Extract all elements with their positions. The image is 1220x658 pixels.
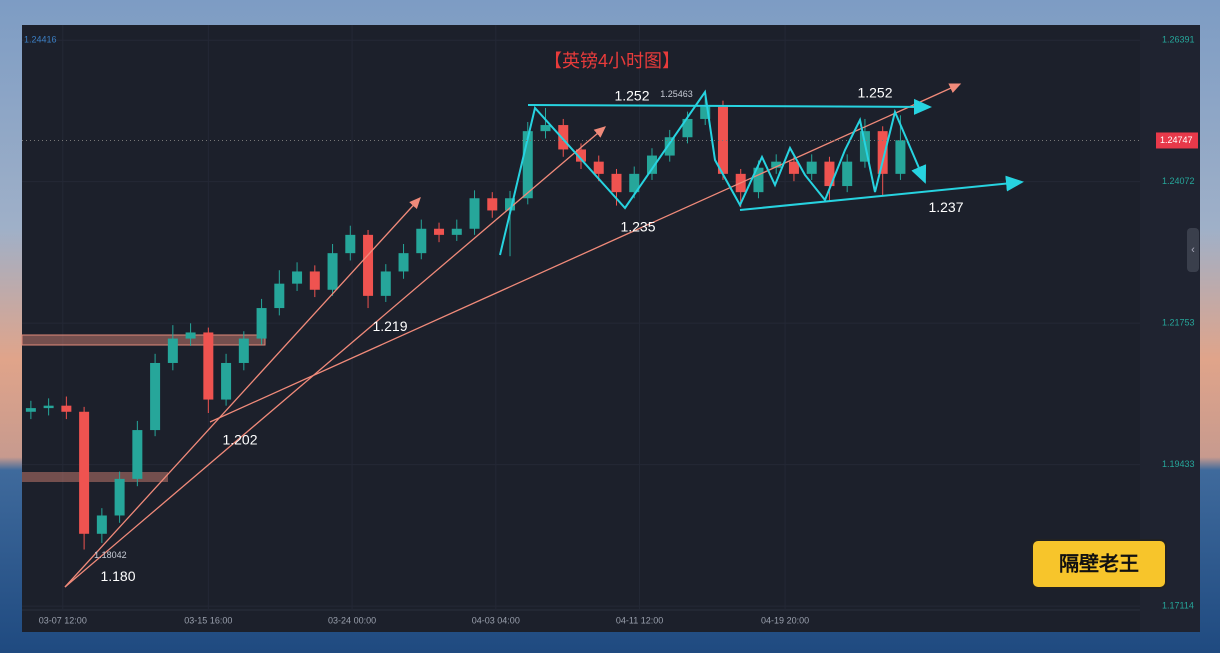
wave-path <box>499 89 927 256</box>
last-price-label: 1.24747 <box>1160 135 1193 145</box>
trend-line <box>64 197 421 588</box>
x-tick-label: 04-19 20:00 <box>761 615 809 625</box>
candle-body <box>238 338 249 363</box>
candle-body <box>842 161 853 187</box>
candle-body <box>345 234 356 254</box>
candle-body <box>593 161 604 174</box>
side-handle[interactable] <box>1187 228 1199 272</box>
y-tick-label: 1.17114 <box>1162 601 1194 611</box>
candle-body <box>398 253 409 272</box>
candle-body <box>203 332 214 400</box>
candle-body <box>114 478 125 516</box>
candle-body <box>700 106 711 119</box>
x-tick-label: 03-07 12:00 <box>39 615 87 625</box>
high-marker: 1.25463 <box>660 89 693 99</box>
y-tick-label: 1.19433 <box>1162 459 1195 469</box>
price-annotation: 1.237 <box>928 199 963 215</box>
chart-title: 【英镑4小时图】 <box>544 51 680 71</box>
x-tick-label: 04-11 12:00 <box>616 615 663 625</box>
watermark-box <box>1031 539 1167 589</box>
trend-line <box>64 126 606 588</box>
price-annotation: 1.219 <box>372 318 407 334</box>
candle-body <box>434 228 445 235</box>
candle-body <box>611 173 622 193</box>
candle-body <box>629 173 640 193</box>
price-annotation: 1.202 <box>222 432 257 448</box>
side-handle-icon[interactable]: ‹ <box>1191 244 1195 256</box>
candle-body <box>558 125 569 150</box>
candle-body <box>806 161 817 174</box>
support-line <box>739 175 1024 211</box>
price-annotation: 1.252 <box>614 88 649 104</box>
candle-body <box>274 283 285 309</box>
last-price-box <box>1156 132 1198 149</box>
candle-body <box>505 198 516 211</box>
candle-body <box>788 161 799 174</box>
candle-body <box>363 234 374 296</box>
candle-body <box>79 411 90 534</box>
x-tick-label: 04-03 04:00 <box>472 615 520 625</box>
candle-body <box>256 308 267 339</box>
y-tick-label: 1.26391 <box>1162 35 1195 45</box>
watermark: 隔壁老王 <box>1031 539 1167 589</box>
candle-body <box>416 228 427 254</box>
candle-body <box>43 405 54 409</box>
price-axis <box>1140 25 1200 632</box>
candle-body <box>132 430 143 479</box>
zone <box>21 334 266 346</box>
candle-body <box>150 362 161 431</box>
candle-body <box>771 161 782 168</box>
candle-body <box>96 515 107 534</box>
candle-body <box>895 140 906 174</box>
legend-value: 1.24416 <box>24 34 57 44</box>
resistance-line <box>527 98 932 115</box>
candle-body <box>221 362 232 400</box>
candle-body <box>824 161 835 187</box>
candle-body <box>292 271 303 284</box>
candle-body <box>25 408 36 412</box>
price-annotation: 1.180 <box>100 568 135 584</box>
candle-body <box>380 271 391 296</box>
price-annotation: 1.235 <box>620 218 655 234</box>
grid: 1.26391 1.24072 1.21753 1.19433 1.17114 03-07… <box>22 25 1195 625</box>
zone <box>22 472 168 482</box>
candle-body <box>664 137 675 156</box>
candle-body <box>451 228 462 235</box>
x-tick-label: 03-15 16:00 <box>184 615 232 625</box>
y-tick-label: 1.24072 <box>1162 176 1195 186</box>
candle-body <box>522 131 533 199</box>
candle-body <box>167 338 178 363</box>
candle-body <box>576 149 586 162</box>
x-tick-label: 03-24 00:00 <box>328 615 376 625</box>
candles <box>25 96 906 550</box>
low-marker: 1.18042 <box>94 550 127 560</box>
candle-body <box>487 198 498 211</box>
candle-body <box>309 271 320 290</box>
candle-body <box>469 198 480 229</box>
candle-body <box>540 125 551 132</box>
candle-body <box>185 332 196 339</box>
price-annotation: 1.252 <box>857 85 892 101</box>
candle-body <box>753 167 764 193</box>
overlay: 1.18042 1.25463 1.24747 1.180 1.202 1.219 1.23… <box>22 85 1198 584</box>
y-tick-label: 1.21753 <box>1162 318 1195 328</box>
chart-panel <box>22 25 1200 632</box>
candle-body <box>646 155 657 174</box>
candle-body <box>61 405 72 412</box>
candle-body <box>327 253 338 290</box>
candle-body <box>682 118 693 138</box>
watermark-text: 隔壁老王 <box>1059 551 1139 575</box>
candle-body <box>877 131 888 174</box>
